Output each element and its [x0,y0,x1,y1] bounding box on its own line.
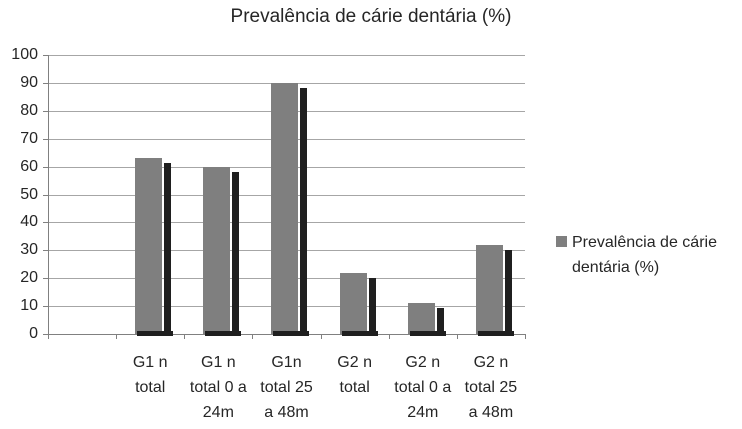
legend-label: Prevalência de cárie dentária (%) [572,234,717,276]
y-axis-tick [43,138,48,140]
y-axis-label: 50 [20,185,38,203]
y-axis-tick [43,194,48,196]
y-axis-label: 60 [20,157,38,175]
x-axis-tick [184,334,186,339]
gridline [48,55,525,56]
y-axis-label: 30 [20,241,38,259]
x-axis-tick [388,334,390,339]
bar-shadow-bottom [137,331,174,336]
y-axis-label: 80 [20,101,38,119]
bar-shadow [368,277,376,334]
y-axis-tick [43,55,48,56]
bar [271,82,299,334]
y-axis-tick [43,278,48,280]
y-axis-label: 40 [20,213,38,231]
bar-shadow-bottom [341,331,378,336]
y-axis-tick [43,166,48,168]
y-axis-tick [43,222,48,224]
bar-shadow-bottom [409,331,446,336]
bar-shadow [300,87,308,334]
bar-shadow-bottom [477,331,514,336]
x-axis-tick [48,334,49,339]
bar-shadow [232,171,240,334]
legend-marker-square [556,236,567,247]
bar [407,303,435,334]
x-axis-label: G2 n total 0 a 24m [394,354,452,421]
y-axis-tick [43,82,48,84]
chart-title: Prevalência de cárie dentária (%) [230,6,512,27]
x-axis-label: G2 n total [337,354,372,396]
y-axis-tick [43,306,48,308]
y-axis-tick [43,250,48,252]
y-axis-label: 0 [29,325,38,342]
legend: Prevalência de cárie dentária (%) [555,230,735,280]
y-axis-tick [43,110,48,112]
x-axis-label: G1 n total 0 a 24m [189,354,247,421]
bar [339,272,367,334]
bar [475,244,503,334]
bar-shadow [504,249,512,334]
x-axis-tick [525,334,526,339]
y-axis-label: 100 [11,46,38,63]
y-axis-label: 70 [20,129,38,147]
x-axis-tick [320,334,322,339]
y-axis-label: 90 [20,73,38,91]
x-axis-label: G1n total 25 a 48m [260,354,313,421]
y-axis-label: 20 [20,269,38,287]
bar-shadow-bottom [273,331,310,336]
x-axis-label: G2 n total 25 a 48m [464,354,518,421]
bar [203,166,231,334]
bar [135,158,163,334]
x-axis-tick [456,334,458,339]
y-axis-label: 10 [20,297,38,315]
bar-shadow-bottom [205,331,242,336]
bar-shadow [436,308,444,334]
x-axis-tick [252,334,254,339]
bar-shadow [164,163,172,334]
x-axis-label: G1 n total [132,354,168,396]
y-axis-line [48,55,49,339]
x-axis-tick [116,334,118,339]
